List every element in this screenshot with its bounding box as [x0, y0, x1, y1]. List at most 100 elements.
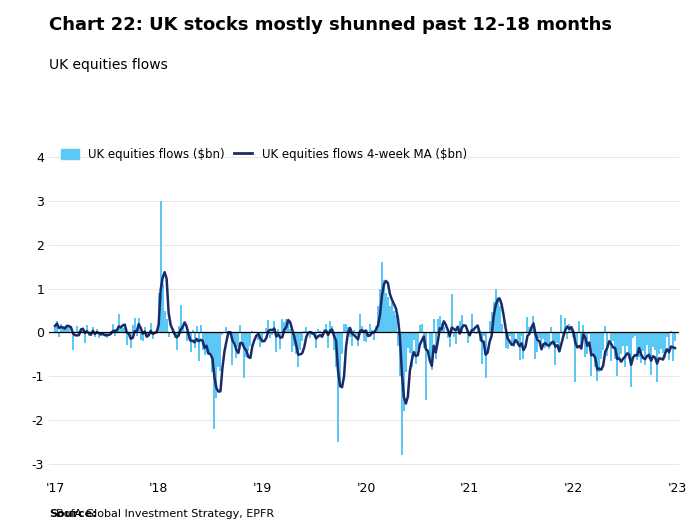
Bar — [202, 332, 204, 350]
Bar — [188, 332, 190, 340]
Bar — [542, 332, 545, 339]
Bar — [100, 332, 102, 333]
Bar — [510, 332, 512, 346]
Bar — [644, 332, 646, 365]
Bar — [110, 331, 112, 332]
Bar — [618, 332, 620, 359]
Bar — [164, 311, 166, 332]
Bar — [484, 332, 486, 378]
Bar — [522, 332, 524, 359]
Bar — [193, 332, 195, 348]
Text: BofA Global Investment Strategy, EPFR: BofA Global Investment Strategy, EPFR — [49, 509, 274, 519]
Bar — [495, 289, 496, 332]
Bar — [654, 332, 656, 350]
Bar — [363, 332, 365, 341]
Bar — [214, 332, 216, 429]
Bar — [496, 297, 498, 332]
Bar — [335, 332, 337, 367]
Bar — [349, 332, 351, 337]
Bar — [365, 332, 367, 342]
Bar — [140, 332, 141, 340]
Bar — [612, 332, 614, 341]
Bar — [423, 332, 425, 348]
Bar — [526, 317, 528, 332]
Bar — [500, 324, 503, 332]
Bar — [351, 332, 353, 347]
Bar — [293, 332, 295, 346]
Bar — [477, 325, 479, 332]
Bar — [206, 332, 207, 353]
Bar — [411, 332, 413, 367]
Bar — [467, 332, 469, 342]
Bar — [66, 325, 68, 332]
Bar — [284, 322, 286, 332]
Bar — [421, 324, 423, 332]
Bar — [359, 314, 361, 332]
Bar — [178, 326, 180, 332]
Bar — [92, 327, 94, 332]
Bar — [251, 331, 253, 332]
Bar — [626, 332, 628, 346]
Bar — [458, 321, 461, 332]
Bar — [403, 332, 405, 411]
Bar — [327, 332, 329, 348]
Bar — [489, 321, 491, 332]
Bar — [371, 330, 373, 332]
Bar — [556, 332, 559, 343]
Bar — [670, 331, 672, 332]
Bar — [209, 332, 211, 355]
Bar — [606, 332, 608, 356]
Bar — [521, 332, 522, 336]
Bar — [230, 332, 232, 335]
Bar — [601, 332, 602, 359]
Bar — [259, 332, 261, 347]
Bar — [84, 332, 86, 343]
Bar — [578, 321, 580, 332]
Bar — [391, 302, 393, 332]
Bar — [72, 332, 74, 350]
Bar — [481, 332, 482, 364]
Bar — [232, 332, 233, 365]
Bar — [587, 332, 588, 354]
Bar — [401, 332, 403, 455]
Bar — [154, 332, 155, 334]
Bar — [299, 332, 301, 350]
Bar — [270, 332, 272, 338]
Bar — [181, 328, 183, 332]
Bar — [533, 316, 535, 332]
Bar — [267, 320, 270, 332]
Bar — [343, 324, 345, 332]
Bar — [162, 284, 164, 332]
Bar — [430, 332, 433, 370]
Bar — [630, 332, 632, 387]
Bar — [584, 332, 587, 357]
Bar — [407, 332, 409, 348]
Bar — [602, 332, 604, 350]
Bar — [112, 324, 114, 332]
Bar — [535, 332, 536, 359]
Bar — [638, 332, 640, 357]
Bar — [90, 332, 92, 335]
Bar — [662, 332, 664, 354]
Bar — [150, 323, 152, 332]
Bar — [319, 331, 321, 332]
Bar — [508, 332, 510, 335]
Bar — [218, 332, 220, 367]
Bar — [547, 332, 548, 346]
Bar — [114, 332, 116, 336]
Bar — [78, 331, 80, 332]
Bar — [498, 306, 500, 332]
Bar — [82, 330, 84, 332]
Bar — [291, 332, 293, 351]
Bar — [550, 328, 552, 332]
Bar — [321, 332, 323, 338]
Bar — [441, 323, 442, 332]
Bar — [216, 332, 218, 398]
Bar — [244, 332, 246, 378]
Bar — [225, 326, 228, 332]
Bar — [239, 325, 241, 332]
Bar — [106, 332, 108, 338]
Bar — [144, 327, 146, 332]
Bar — [303, 331, 305, 332]
Bar — [588, 332, 590, 334]
